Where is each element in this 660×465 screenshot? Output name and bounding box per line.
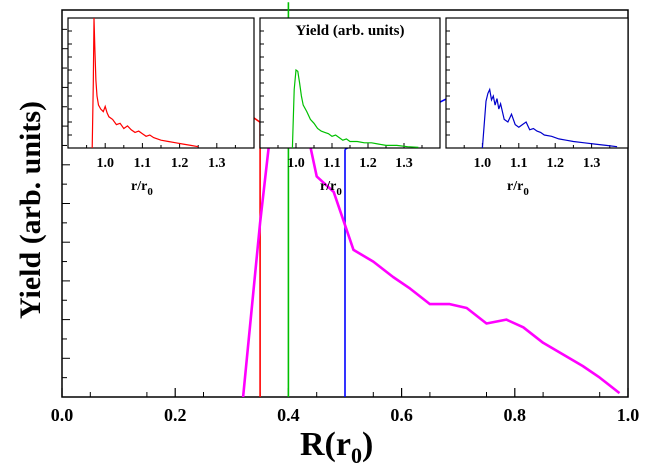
inset-x-axis-title-main: r/r [131,179,147,194]
x-axis-title-close: ) [362,426,373,463]
x-tick-label: 0.4 [277,405,300,425]
x-tick-label: 0.2 [164,405,187,425]
inset-x-tick-label: 1.3 [395,156,413,171]
inset-x-tick-label: 1.1 [323,156,341,171]
inset-series-line [91,17,199,149]
inset-x-tick-label: 1.3 [583,156,601,171]
main-tick-labels: 0.0 0.2 0.4 0.6 0.8 1.0 [51,405,640,425]
inset-green: 1.0 1.1 1.2 1.3 r/r0 [259,17,441,198]
inset-x-axis-title: r/r0 [131,179,153,198]
inset-x-axis-title-sub: 0 [523,186,529,198]
inset-frame [67,17,255,149]
x-axis-title-main: R(r [300,426,351,463]
x-axis-title: R(r0) [300,426,373,465]
x-tick-label: 0.6 [390,405,413,425]
inset-title: Yield (arb. units) [295,23,404,39]
inset-x-axis-title-sub: 0 [336,186,342,198]
inset-x-tick-label: 1.0 [474,156,492,171]
inset-x-tick-label: 1.2 [359,156,377,171]
inset-red: 1.0 1.1 1.2 1.3 r/r0 [67,17,255,198]
x-tick-label: 1.0 [617,405,640,425]
inset-frame [259,17,441,149]
inset-x-tick-label: 1.2 [171,156,189,171]
inset-x-tick-label: 1.0 [287,156,305,171]
inset-blue: 1.0 1.1 1.2 1.3 r/r0 [445,17,629,198]
x-tick-label: 0.0 [51,405,74,425]
inset-series-line [481,87,618,149]
y-axis-title: Yield (arb. units) [14,101,47,319]
inset-x-tick-label: 1.2 [546,156,564,171]
inset-x-axis-title-main: r/r [320,179,336,194]
inset-x-axis-title-sub: 0 [147,186,153,198]
inset-x-axis-title: r/r0 [507,179,529,198]
x-axis-title-sub: 0 [351,443,362,465]
inset-x-tick-label: 1.0 [96,156,114,171]
inset-x-tick-label: 1.1 [134,156,152,171]
inset-x-tick-label: 1.1 [510,156,528,171]
inset-x-axis-title-main: r/r [507,179,523,194]
inset-series-line [291,68,419,149]
x-tick-label: 0.8 [504,405,527,425]
inset-x-axis-title: r/r0 [320,179,342,198]
inset-frame [445,17,629,149]
inset-x-tick-label: 1.3 [208,156,226,171]
